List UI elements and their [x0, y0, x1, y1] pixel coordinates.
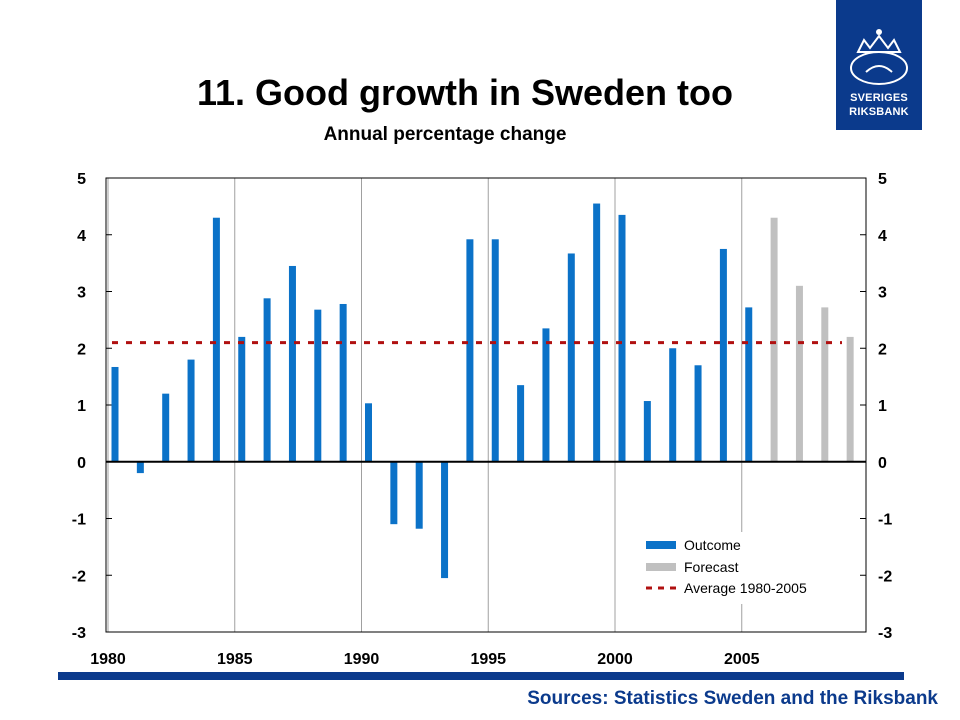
logo-text-line1: SVERIGES: [850, 92, 908, 104]
source-note: Sources: Statistics Sweden and the Riksb…: [527, 688, 938, 709]
outcome-bar-2001: [643, 401, 651, 462]
y-tick-label-left: 1: [77, 398, 86, 415]
chart-title: 11. Good growth in Sweden too: [196, 72, 733, 113]
legend-swatch-forecast: [646, 563, 676, 571]
x-tick-label: 2000: [597, 651, 633, 668]
y-tick-label-right: 0: [878, 455, 887, 472]
outcome-bar-1997: [542, 328, 550, 462]
y-tick-label-left: 0: [77, 455, 86, 472]
legend-swatch-outcome: [646, 541, 676, 549]
crown-emblem-icon: [850, 29, 908, 85]
forecast-bar-2007: [795, 285, 803, 462]
logo-text-line2: RIKSBANK: [849, 106, 909, 118]
outcome-bar-1996: [517, 385, 525, 462]
outcome-bar-1988: [314, 309, 322, 462]
y-tick-label-left: 2: [77, 341, 86, 358]
footer-rule: [58, 672, 904, 680]
outcome-bar-1981: [136, 461, 144, 474]
y-tick-label-right: -2: [878, 568, 892, 585]
legend-label-outcome: Outcome: [684, 537, 741, 553]
x-tick-label: 1995: [470, 651, 506, 668]
outcome-bar-2000: [618, 214, 626, 462]
forecast-bar-2006: [770, 217, 778, 462]
outcome-bar-1990: [365, 403, 372, 462]
outcome-bar-1998: [567, 253, 575, 462]
forecast-bar-2008: [821, 307, 829, 462]
outcome-bar-1984: [212, 217, 220, 462]
chart-subtitle: Annual percentage change: [323, 124, 567, 145]
outcome-bar-1991: [390, 461, 398, 525]
outcome-bar-1983: [187, 359, 195, 462]
y-tick-label-right: 2: [878, 341, 887, 358]
y-tick-label-right: 3: [878, 285, 887, 302]
x-tick-label: 1980: [90, 651, 126, 668]
outcome-bar-1982: [162, 393, 170, 462]
y-tick-label-left: 4: [77, 228, 86, 245]
outcome-bar-1994: [466, 239, 474, 462]
forecast-bar-2009: [846, 336, 854, 462]
riksbank-logo: SVERIGES RIKSBANK: [836, 0, 922, 130]
x-tick-label: 1985: [217, 651, 253, 668]
y-tick-label-left: 5: [77, 171, 86, 188]
outcome-bar-1987: [288, 265, 296, 462]
outcome-bar-1985: [238, 336, 246, 462]
outcome-bar-1980: [111, 366, 119, 462]
y-tick-label-left: -3: [72, 625, 86, 642]
outcome-bar-1986: [263, 298, 271, 462]
outcome-bar-2003: [694, 365, 702, 462]
outcome-bar-2002: [669, 348, 677, 462]
x-tick-label: 2005: [724, 651, 760, 668]
legend-label-forecast: Forecast: [684, 559, 739, 575]
y-tick-label-right: -1: [878, 512, 892, 529]
y-tick-label-left: -2: [72, 568, 86, 585]
y-tick-label-left: 3: [77, 285, 86, 302]
y-tick-label-right: 4: [878, 228, 887, 245]
y-tick-label-left: -1: [72, 512, 86, 529]
y-tick-label-right: 1: [878, 398, 887, 415]
outcome-bar-1995: [491, 239, 499, 462]
outcome-bar-2004: [719, 248, 727, 462]
outcome-bar-1999: [593, 203, 601, 462]
y-tick-label-right: 5: [878, 171, 887, 188]
legend-label-average: Average 1980-2005: [684, 580, 807, 596]
outcome-bar-1993: [441, 461, 449, 579]
outcome-bar-1992: [415, 461, 423, 529]
y-tick-label-right: -3: [878, 625, 892, 642]
outcome-bar-2005: [745, 307, 753, 462]
x-tick-label: 1990: [344, 651, 380, 668]
outcome-bar-1989: [339, 303, 347, 462]
